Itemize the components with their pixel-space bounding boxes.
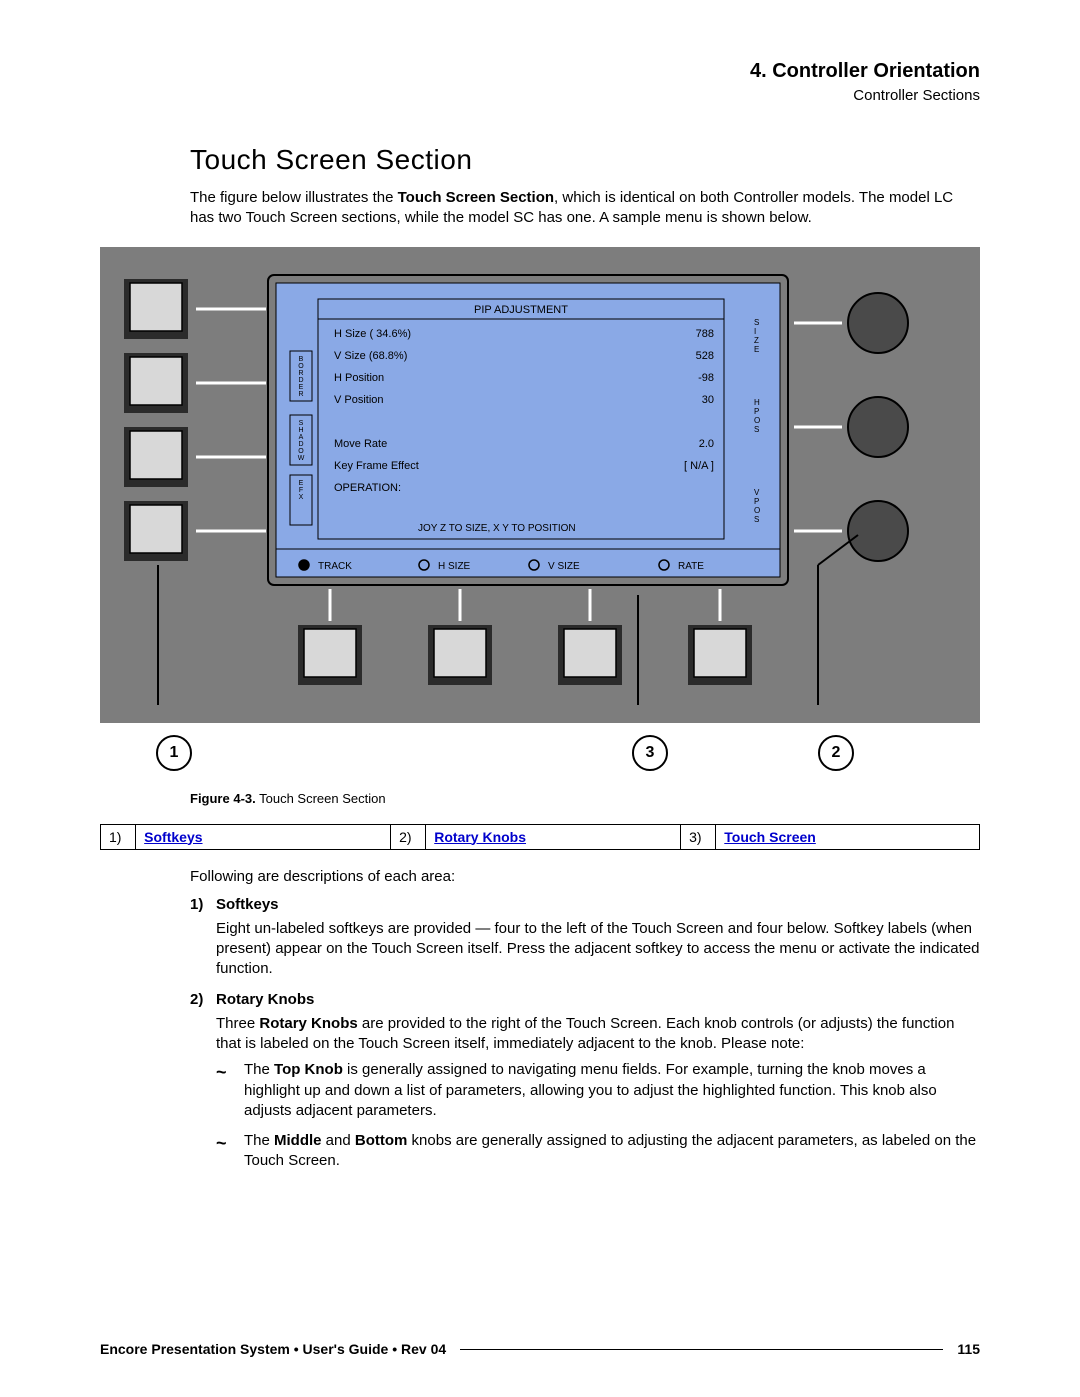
item-2-header: 2)Rotary Knobs — [190, 990, 980, 1010]
item-1-body: Eight un-labeled softkeys are provided —… — [216, 919, 980, 980]
footer-page: 115 — [957, 1341, 980, 1357]
legend-link-touch-screen[interactable]: Touch Screen — [724, 829, 816, 845]
svg-text:V Position: V Position — [334, 394, 384, 406]
figure-caption: Figure 4-3. Touch Screen Section — [190, 791, 980, 806]
item-2-num: 2) — [190, 990, 216, 1010]
svg-text:S: S — [754, 425, 759, 434]
svg-text:I: I — [754, 327, 756, 336]
item-1-header: 1)Softkeys — [190, 895, 980, 915]
svg-text:D: D — [298, 377, 303, 384]
svg-text:E: E — [754, 345, 759, 354]
following-text: Following are descriptions of each area: — [190, 868, 980, 885]
svg-text:V SIZE: V SIZE — [548, 561, 580, 572]
svg-text:V: V — [754, 488, 760, 497]
svg-text:B: B — [299, 356, 304, 363]
footer-title: Encore Presentation System • User's Guid… — [100, 1341, 446, 1357]
svg-text:S: S — [754, 318, 759, 327]
svg-text:JOY Z TO SIZE, X Y TO POSITION: JOY Z TO SIZE, X Y TO POSITION — [418, 523, 576, 534]
section-title: Touch Screen Section — [190, 144, 980, 176]
svg-text:30: 30 — [702, 394, 714, 406]
svg-text:Move Rate: Move Rate — [334, 438, 387, 450]
callout-1: 1 — [156, 735, 192, 771]
callout-2: 2 — [818, 735, 854, 771]
svg-text:H SIZE: H SIZE — [438, 561, 471, 572]
legend-table: 1) Softkeys 2) Rotary Knobs 3) Touch Scr… — [100, 824, 980, 850]
page-header: 4. Controller Orientation Controller Sec… — [100, 60, 980, 104]
controller-panel: PIP ADJUSTMENTBORDERSHADOWEFXH Size ( 34… — [100, 247, 980, 723]
legend-2-num: 2) — [399, 829, 411, 845]
svg-text:[ N/A ]: [ N/A ] — [684, 460, 714, 472]
svg-text:S: S — [754, 515, 759, 524]
intro-paragraph: The figure below illustrates the Touch S… — [190, 188, 980, 229]
svg-text:R: R — [298, 391, 303, 398]
svg-text:E: E — [299, 480, 304, 487]
svg-text:H Position: H Position — [334, 372, 384, 384]
callouts-row: 1 3 2 — [100, 721, 980, 781]
bullet-top-knob: The Top Knob is generally assigned to na… — [216, 1060, 980, 1121]
chapter-title: 4. Controller Orientation — [100, 60, 980, 83]
svg-text:F: F — [299, 487, 303, 494]
item-1-num: 1) — [190, 895, 216, 915]
svg-text:TRACK: TRACK — [318, 561, 352, 572]
svg-text:E: E — [299, 384, 304, 391]
svg-text:S: S — [299, 420, 304, 427]
svg-text:X: X — [299, 494, 304, 501]
bullet-middle-bottom: The Middle and Bottom knobs are generall… — [216, 1131, 980, 1172]
svg-text:H: H — [754, 398, 760, 407]
svg-text:H: H — [298, 427, 303, 434]
figure-wrapper: PIP ADJUSTMENTBORDERSHADOWEFXH Size ( 34… — [100, 247, 980, 781]
chapter-subtitle: Controller Sections — [100, 87, 980, 104]
item-2-title: Rotary Knobs — [216, 991, 314, 1008]
figure-caption-label: Figure 4-3. — [190, 791, 256, 806]
svg-text:Z: Z — [754, 336, 759, 345]
svg-text:528: 528 — [696, 350, 714, 362]
svg-text:R: R — [298, 370, 303, 377]
svg-text:A: A — [299, 434, 304, 441]
svg-text:OPERATION:: OPERATION: — [334, 482, 401, 494]
svg-text:W: W — [298, 455, 305, 462]
legend-1-num: 1) — [109, 829, 121, 845]
figure-caption-text: Touch Screen Section — [256, 791, 386, 806]
svg-text:Key Frame Effect: Key Frame Effect — [334, 460, 419, 472]
legend-link-softkeys[interactable]: Softkeys — [144, 829, 202, 845]
svg-text:O: O — [754, 506, 760, 515]
controller-svg: PIP ADJUSTMENTBORDERSHADOWEFXH Size ( 34… — [118, 265, 954, 705]
svg-text:D: D — [298, 441, 303, 448]
item-2-body: Three Rotary Knobs are provided to the r… — [216, 1014, 980, 1055]
callout-3: 3 — [632, 735, 668, 771]
svg-text:788: 788 — [696, 328, 714, 340]
svg-text:V Size (68.8%): V Size (68.8%) — [334, 350, 407, 362]
svg-text:O: O — [298, 363, 304, 370]
svg-text:RATE: RATE — [678, 561, 704, 572]
page-footer: Encore Presentation System • User's Guid… — [100, 1341, 980, 1357]
item-1-title: Softkeys — [216, 896, 279, 913]
svg-text:O: O — [298, 448, 304, 455]
footer-rule — [460, 1349, 943, 1350]
legend-3-num: 3) — [689, 829, 701, 845]
legend-link-rotary-knobs[interactable]: Rotary Knobs — [434, 829, 526, 845]
svg-text:PIP ADJUSTMENT: PIP ADJUSTMENT — [474, 304, 568, 316]
intro-bold: Touch Screen Section — [398, 189, 554, 206]
svg-text:P: P — [754, 497, 759, 506]
svg-text:P: P — [754, 407, 759, 416]
svg-text:2.0: 2.0 — [699, 438, 714, 450]
svg-text:O: O — [754, 416, 760, 425]
svg-text:H Size ( 34.6%): H Size ( 34.6%) — [334, 328, 411, 340]
intro-pre: The figure below illustrates the — [190, 189, 398, 206]
item-2-bullets: The Top Knob is generally assigned to na… — [216, 1060, 980, 1171]
svg-text:-98: -98 — [698, 372, 714, 384]
